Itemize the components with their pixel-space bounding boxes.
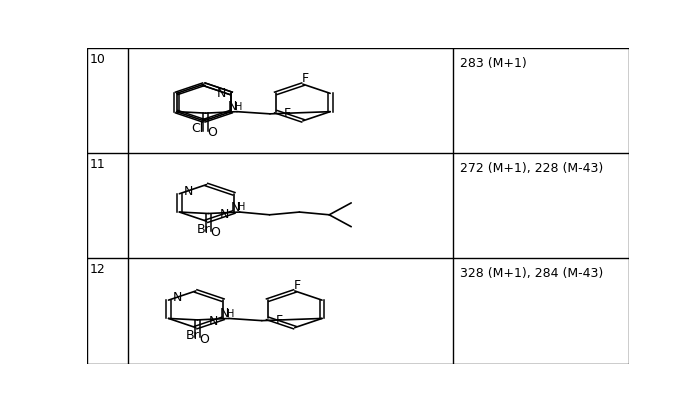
Text: Br: Br <box>197 222 210 235</box>
Text: O: O <box>210 226 220 239</box>
Text: N: N <box>228 100 238 113</box>
Text: N: N <box>208 314 218 327</box>
Text: N: N <box>217 87 226 100</box>
Text: H: H <box>235 102 243 112</box>
Text: 10: 10 <box>90 53 106 66</box>
Text: N: N <box>173 291 182 304</box>
Text: F: F <box>294 279 301 292</box>
Text: F: F <box>276 313 283 326</box>
Text: 328 (M+1), 284 (M-43): 328 (M+1), 284 (M-43) <box>459 267 603 280</box>
Text: F: F <box>302 72 309 85</box>
Text: N: N <box>231 200 240 213</box>
Text: N: N <box>219 306 229 319</box>
Text: 272 (M+1), 228 (M-43): 272 (M+1), 228 (M-43) <box>459 162 603 175</box>
Text: 11: 11 <box>90 158 106 171</box>
Text: N: N <box>219 208 229 220</box>
Text: O: O <box>199 332 210 345</box>
Text: H: H <box>238 202 245 212</box>
Text: Br: Br <box>186 328 200 341</box>
Text: 283 (M+1): 283 (M+1) <box>459 57 526 70</box>
FancyBboxPatch shape <box>87 49 629 364</box>
Text: 12: 12 <box>90 263 106 276</box>
Text: F: F <box>284 107 291 120</box>
Text: N: N <box>184 184 193 198</box>
Text: H: H <box>226 308 234 318</box>
Text: Cl: Cl <box>192 122 203 135</box>
Text: O: O <box>208 126 217 139</box>
